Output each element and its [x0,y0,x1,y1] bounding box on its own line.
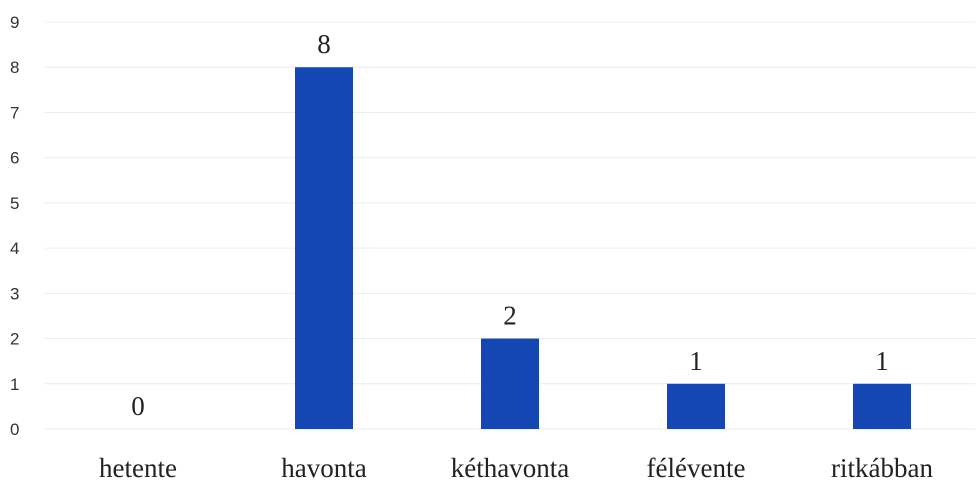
data-label: 0 [131,391,145,421]
category-label: kéthavonta [451,453,569,481]
y-tick-label: 7 [10,103,19,122]
y-tick-label: 4 [10,239,19,258]
data-labels: 0 8 2 1 1 [131,29,889,421]
data-label: 2 [503,301,517,331]
y-tick-label: 6 [10,149,19,168]
gridlines [45,21,975,430]
y-tick-label: 1 [10,375,19,394]
y-tick-label: 0 [10,420,19,439]
bars [295,67,911,429]
data-label: 1 [689,346,703,376]
y-tick-label: 3 [10,284,19,303]
category-label: ritkábban [831,453,933,481]
category-label: havonta [281,453,366,481]
data-label: 8 [317,29,331,59]
data-label: 1 [875,346,889,376]
category-label: félévente [647,453,746,481]
category-label: hetente [99,453,177,481]
bar [853,383,911,429]
y-axis-ticks: 0 1 2 3 4 5 6 7 8 9 [10,13,19,439]
y-tick-label: 8 [10,58,19,77]
y-tick-label: 5 [10,194,19,213]
bar [481,338,539,429]
y-tick-label: 2 [10,330,19,349]
bar [295,67,353,429]
y-tick-label: 9 [10,13,19,32]
x-axis-categories: hetente havonta kéthavonta félévente ritkább… [99,453,933,483]
bar [667,383,725,429]
